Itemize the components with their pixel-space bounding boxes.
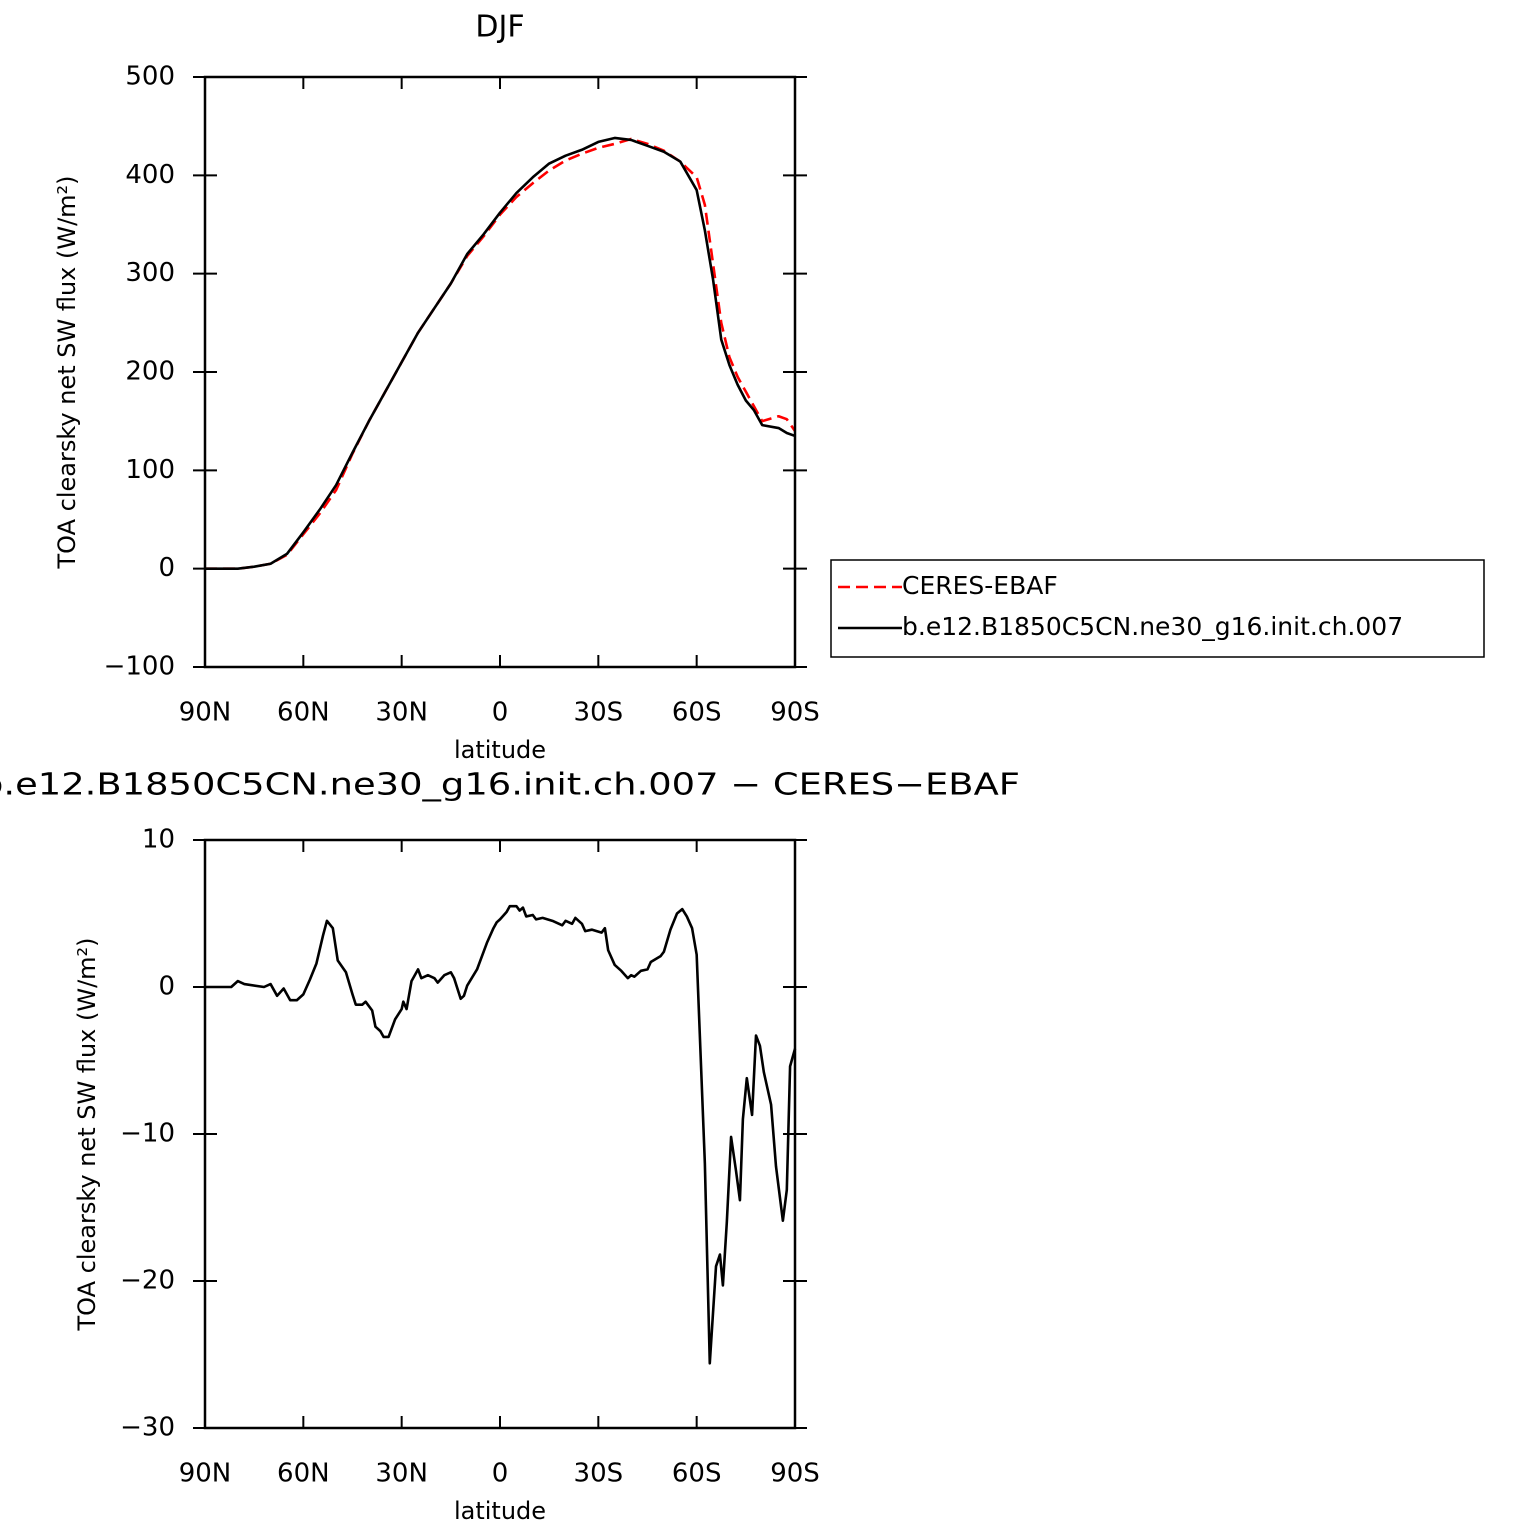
- y-tick-label: 10: [142, 825, 175, 855]
- x-tick-label: 90S: [770, 1459, 820, 1489]
- x-tick-label: 60S: [672, 698, 722, 728]
- x-tick-label: 30N: [375, 1459, 428, 1489]
- y-tick-label: 400: [125, 160, 175, 190]
- y-tick-label: 200: [125, 357, 175, 387]
- plot-frame: [203, 75, 797, 669]
- y-tick-label: 0: [158, 553, 175, 583]
- x-tick-label: 60N: [277, 1459, 330, 1489]
- legend-label: CERES-EBAF: [902, 571, 1058, 600]
- x-tick-label: 90N: [179, 1459, 232, 1489]
- x-axis-label: latitude: [454, 1497, 546, 1525]
- y-axis-label: TOA clearsky net SW flux (W/m²): [73, 937, 101, 1331]
- y-tick-label: −30: [120, 1413, 175, 1443]
- data-line: [205, 904, 797, 1365]
- x-tick-label: 30S: [574, 1459, 624, 1489]
- x-tick-label: 60S: [672, 1459, 722, 1489]
- legend-box: [830, 559, 1485, 658]
- y-tick-label: 500: [125, 62, 175, 92]
- y-tick-label: −100: [104, 652, 175, 682]
- data-line: [205, 137, 797, 570]
- x-tick-label: 0: [492, 1459, 509, 1489]
- x-tick-label: 60N: [277, 698, 330, 728]
- y-tick-label: −10: [120, 1119, 175, 1149]
- chart-title: b.e12.B1850C5CN.ne30_g16.init.ch.007 − C…: [0, 768, 1020, 803]
- legend: CERES-EBAF b.e12.B1850C5CN.ne30_g16.init.…: [830, 559, 1485, 658]
- x-tick-label: 90S: [770, 698, 820, 728]
- legend-label: b.e12.B1850C5CN.ne30_g16.init.ch.007: [902, 612, 1403, 641]
- x-tick-label: 0: [492, 698, 509, 728]
- data-line: [205, 136, 796, 570]
- chart-title: DJF: [475, 10, 524, 45]
- x-tick-label: 30N: [375, 698, 428, 728]
- plot-frame: [203, 838, 797, 1430]
- x-axis-label: latitude: [454, 736, 546, 764]
- x-tick-label: 90N: [179, 698, 232, 728]
- y-tick-label: 100: [125, 455, 175, 485]
- x-tick-label: 30S: [574, 698, 624, 728]
- y-axis-label: TOA clearsky net SW flux (W/m²): [53, 175, 81, 569]
- y-tick-label: 300: [125, 258, 175, 288]
- y-tick-label: 0: [158, 972, 175, 1002]
- y-tick-label: −20: [120, 1266, 175, 1296]
